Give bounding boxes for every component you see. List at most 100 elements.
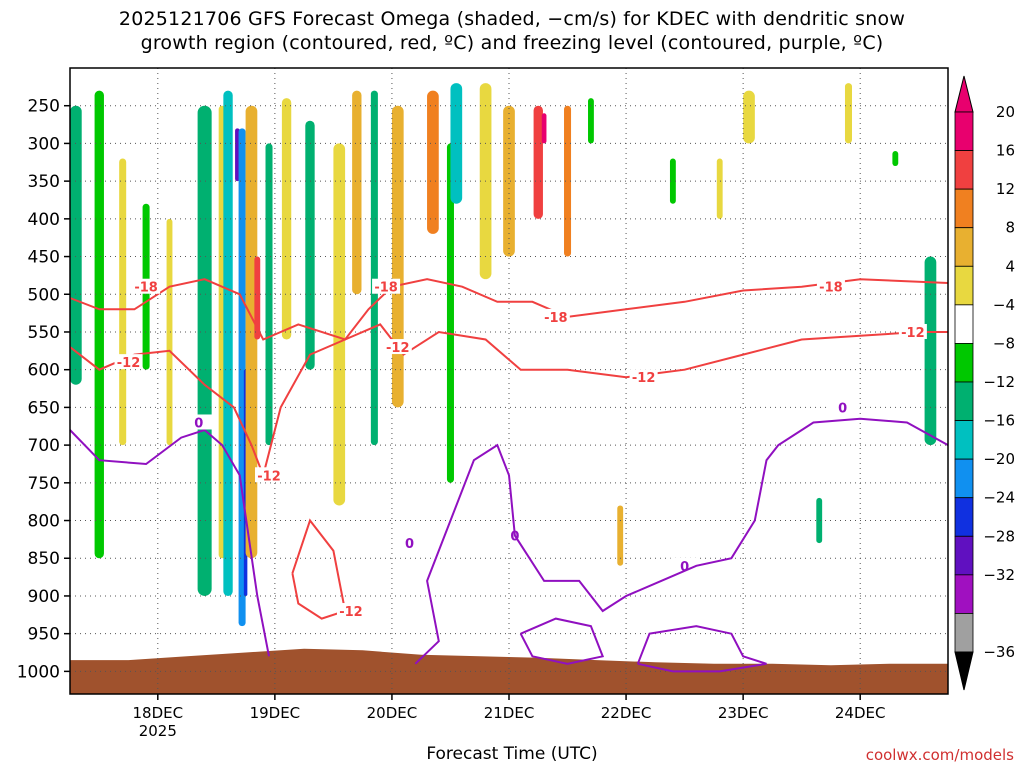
colorbar-swatch-7 <box>954 381 974 421</box>
contour-label-freezing-0: 0 <box>194 416 203 431</box>
contour-label-bg-freezing-1 <box>395 535 424 551</box>
y-tick-label-9: 700 <box>28 436 60 456</box>
terrain-area <box>70 648 948 694</box>
contour-label-bg-dgz_top-2 <box>541 308 570 324</box>
omega-region-20 <box>427 90 439 234</box>
contour-label-bg-dgz_bottom-4 <box>898 323 927 339</box>
y-tick-label-0: 250 <box>28 97 60 117</box>
omega-region-15 <box>305 120 315 370</box>
omega-region-18 <box>370 90 378 446</box>
colorbar-swatch-0 <box>954 111 974 151</box>
y-tick-label-3: 400 <box>28 210 60 230</box>
y-axis: 250 300 350 400 450 500 550 600 650 700 750 800 850 9… <box>17 97 70 682</box>
omega-region-32 <box>743 90 755 144</box>
credit-link[interactable]: coolwx.com/models <box>865 746 1014 764</box>
contour-label-bg-dgz_top-1 <box>372 278 401 294</box>
colorbar-swatch-8 <box>954 420 974 460</box>
omega-region-8 <box>235 128 240 182</box>
colorbar-swatch-1 <box>954 150 974 190</box>
colorbar-label-7: −12 <box>983 373 1015 391</box>
omega-region-26 <box>541 113 547 144</box>
x-tick-label-5: 23DEC <box>718 704 769 722</box>
omega-region-5 <box>197 105 212 596</box>
colorbar-label-8: −16 <box>983 412 1015 430</box>
contour-label-dgz_top-0: -18 <box>134 281 158 296</box>
omega-region-34 <box>844 83 853 144</box>
colorbar-bottom-arrow <box>954 651 974 691</box>
colorbar-swatch-11 <box>954 535 974 576</box>
colorbar-label-0: 20 <box>996 103 1015 121</box>
omega-region-16 <box>333 143 346 506</box>
y-tick-label-2: 350 <box>28 172 60 192</box>
colorbar-label-4: 4 <box>1005 257 1015 275</box>
x-tick-label-4: 22DEC <box>601 704 652 722</box>
omega-region-30 <box>669 158 676 204</box>
omega-region-35 <box>892 150 899 167</box>
y-tick-label-4: 450 <box>28 248 60 268</box>
omega-region-11 <box>245 105 258 559</box>
contour-label-bg-dgz_top-0 <box>132 278 161 294</box>
omega-region-25 <box>533 105 543 219</box>
contour-label-dgz_bottom-3: -12 <box>632 371 656 386</box>
y-tick-label-10: 750 <box>28 474 60 494</box>
y-tick-label-6: 550 <box>28 323 60 343</box>
omega-region-17 <box>352 90 362 295</box>
terrain-mask <box>70 648 948 694</box>
contour-freezing_2 <box>414 417 949 665</box>
omega-region-31 <box>716 158 723 219</box>
contour-label-dgz_bottom-4: -12 <box>901 326 925 341</box>
contour-label-dgz_top-2: -18 <box>544 311 568 326</box>
omega-region-7 <box>223 90 233 596</box>
colorbar-label-11: −28 <box>983 527 1015 545</box>
colorbar-label-13: −36 <box>983 643 1015 661</box>
contour-label-bg-freezing-0 <box>184 414 213 430</box>
colorbar-swatch-5 <box>954 304 974 344</box>
omega-region-24 <box>503 105 515 257</box>
y-tick-label-14: 950 <box>28 625 60 645</box>
x-tick-label-2: 20DEC <box>367 704 418 722</box>
contour-label-dgz_lobe-0: -12 <box>339 605 363 620</box>
omega-region-36 <box>924 256 937 446</box>
colorbar-swatch-12 <box>954 574 974 614</box>
x-tick-label-6: 24DEC <box>835 704 886 722</box>
omega-region-2 <box>119 158 127 446</box>
omega-region-14 <box>281 98 292 340</box>
colorbar-label-3: 8 <box>1005 219 1015 237</box>
omega-region-21 <box>446 143 454 483</box>
omega-region-29 <box>617 505 624 566</box>
omega-region-1 <box>94 90 104 559</box>
colorbar-label-6: −8 <box>993 334 1015 352</box>
colorbar-swatch-4 <box>954 265 974 306</box>
omega-region-22 <box>450 83 463 204</box>
colorbar-label-12: −32 <box>983 566 1015 584</box>
omega-region-28 <box>588 98 594 144</box>
contour-label-dgz_top-3: -18 <box>819 281 843 296</box>
y-tick-label-15: 1000 <box>17 662 60 682</box>
colorbar-label-1: 16 <box>996 142 1015 160</box>
colorbar-swatch-2 <box>954 188 974 229</box>
omega-region-33 <box>816 497 823 544</box>
contour-label-freezing-1: 0 <box>405 537 414 552</box>
contour-freezing <box>69 428 270 657</box>
contour-label-dgz_bottom-2: -12 <box>386 341 410 356</box>
omega-region-19 <box>391 105 404 408</box>
y-tick-label-8: 650 <box>28 398 60 418</box>
colorbar-swatch-9 <box>954 458 974 499</box>
contour-freezing_4 <box>636 625 767 673</box>
omega-region-13 <box>265 143 273 446</box>
x-tick-label-3: 21DEC <box>484 704 535 722</box>
colorbar-label-9: −20 <box>983 450 1015 468</box>
contour-label-bg-dgz_bottom-0 <box>114 354 143 370</box>
colorbar-swatch-13 <box>954 613 974 653</box>
colorbar-swatch-6 <box>954 343 974 383</box>
contour-label-dgz_bottom-1: -12 <box>257 469 281 484</box>
omega-region-12 <box>254 256 261 340</box>
omega-region-4 <box>166 218 173 446</box>
contour-label-bg-dgz_lobe-0 <box>336 603 365 619</box>
colorbar: 20 16 12 8 4 −4 −8 −12 −16 −20 −24 −28 −32 −36 <box>954 75 1015 691</box>
contour-label-bg-dgz_bottom-2 <box>383 339 412 355</box>
colorbar-swatch-3 <box>954 227 974 267</box>
x-tick-label-1: 19DEC <box>250 704 301 722</box>
omega-region-0 <box>70 105 82 385</box>
